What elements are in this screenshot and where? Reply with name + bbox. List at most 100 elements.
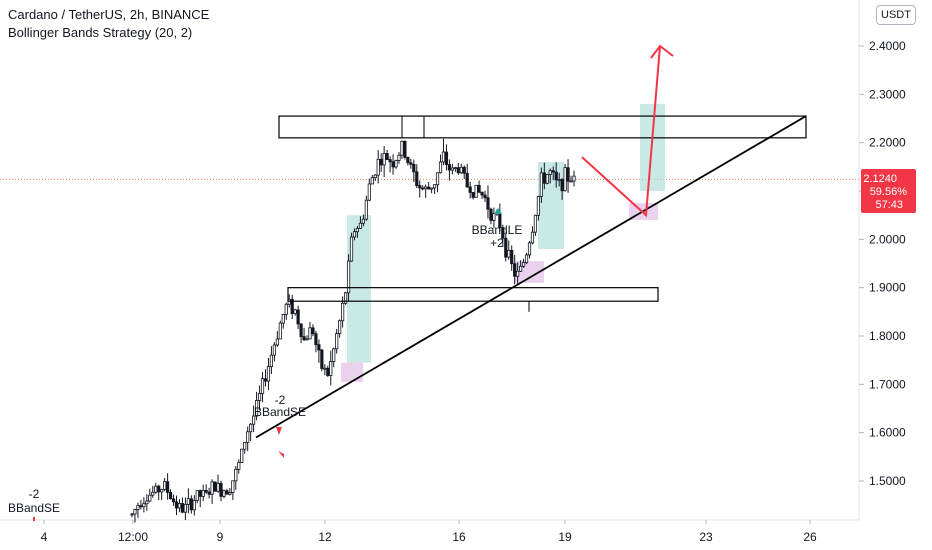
candle-up: [527, 242, 532, 256]
time-tick-label: 12:00: [118, 530, 148, 544]
candle-down: [418, 185, 422, 189]
candle-up: [343, 292, 348, 304]
candle-down: [421, 187, 425, 190]
price-tick-label: 2.4000: [869, 39, 906, 53]
candle-up: [257, 393, 262, 401]
candle-down: [427, 186, 431, 190]
candle-down: [263, 378, 268, 382]
long-arrow-icon: [494, 208, 502, 214]
price-tick-label: 2.0000: [869, 232, 906, 246]
candle-up: [228, 492, 232, 495]
candle-up: [186, 498, 190, 505]
candle-up: [364, 199, 368, 220]
candle-down: [391, 161, 395, 168]
candle-down: [207, 491, 211, 495]
candle-up: [430, 187, 434, 190]
candle-up: [474, 184, 478, 198]
candle-up: [346, 260, 351, 294]
indicator-legend[interactable]: Bollinger Bands Strategy (20, 2): [8, 25, 193, 40]
candle-up: [148, 494, 152, 502]
time-axis[interactable]: 4 12:00 9 12 16 19 23 26: [41, 520, 817, 544]
candle-up: [341, 302, 345, 322]
candle-up: [231, 480, 235, 493]
candle-up: [151, 491, 155, 496]
candle-down: [447, 164, 452, 171]
candle-down: [320, 349, 324, 369]
candle-up: [524, 254, 529, 263]
price-tick-label: 1.5000: [869, 474, 906, 488]
candle-up: [533, 214, 538, 233]
candle-up: [183, 504, 187, 513]
candle-down: [468, 186, 472, 193]
candle-up: [133, 509, 137, 515]
candle-up: [536, 195, 541, 216]
signal-short-1: -2 BBandSE: [8, 487, 60, 521]
candle-down: [551, 170, 555, 173]
candle-down: [465, 172, 469, 188]
projection-arrowhead-icon: [650, 44, 674, 59]
candle-up: [275, 338, 279, 346]
candle-up: [154, 485, 158, 493]
candle-up: [240, 448, 244, 463]
candle-up: [507, 249, 511, 258]
candle-down: [477, 184, 481, 193]
price-tick-label: 1.7000: [869, 377, 906, 391]
candle-down: [513, 263, 517, 277]
candle-up: [281, 313, 285, 324]
candle-down: [180, 503, 185, 513]
candle-down: [501, 227, 505, 239]
candle-up: [373, 174, 377, 179]
candle-up: [358, 222, 363, 229]
candle-up: [492, 213, 496, 221]
candle-up: [136, 505, 140, 510]
candle-up: [195, 490, 199, 501]
currency-button[interactable]: USDT: [876, 5, 916, 25]
stop-zone-1: [341, 362, 363, 382]
candle-down: [198, 490, 202, 497]
signal-long-1-top: BBandLE: [472, 223, 523, 237]
candles: [130, 138, 576, 523]
signal-short-1-bottom: BBandSE: [8, 501, 60, 515]
candle-down: [388, 159, 392, 163]
candle-down: [225, 490, 229, 495]
candle-down: [483, 194, 487, 199]
candle-up: [201, 490, 205, 497]
price-tick-label: 1.6000: [869, 426, 906, 440]
ascending-trendline[interactable]: [255, 115, 807, 439]
candle-up: [329, 361, 333, 376]
price-axis[interactable]: 2.40002.30002.20002.10002.00001.90001.80…: [859, 39, 906, 488]
price-tick-label: 1.9000: [869, 281, 906, 295]
candle-up: [432, 184, 437, 189]
resistance-box[interactable]: [278, 115, 807, 139]
candle-down: [213, 481, 217, 492]
candle-up: [572, 175, 576, 182]
candle-up: [438, 161, 443, 174]
candle-up: [545, 173, 549, 184]
candle-down: [385, 153, 389, 160]
candle-up: [252, 415, 256, 425]
candle-down: [560, 179, 564, 192]
candle-up: [266, 366, 271, 382]
candle-up: [216, 483, 220, 492]
candle-up: [249, 423, 253, 433]
candle-up: [382, 153, 386, 166]
signal-short-2-top: -2: [275, 393, 286, 407]
support-box[interactable]: [287, 287, 659, 302]
projection-path[interactable]: [581, 45, 661, 218]
candle-up: [563, 167, 567, 192]
candle-down: [566, 167, 570, 182]
candle-down: [317, 344, 321, 351]
short-arrow-icon: [276, 427, 282, 435]
candle-up: [272, 344, 276, 356]
candle-up: [269, 354, 274, 368]
short-arrow-icon: [278, 451, 284, 458]
candle-up: [177, 503, 182, 509]
candle-up: [260, 378, 265, 394]
candle-up: [192, 500, 196, 511]
candle-up: [308, 327, 312, 340]
candle-up: [370, 177, 374, 185]
candle-down: [139, 505, 143, 508]
candle-up: [210, 481, 214, 495]
